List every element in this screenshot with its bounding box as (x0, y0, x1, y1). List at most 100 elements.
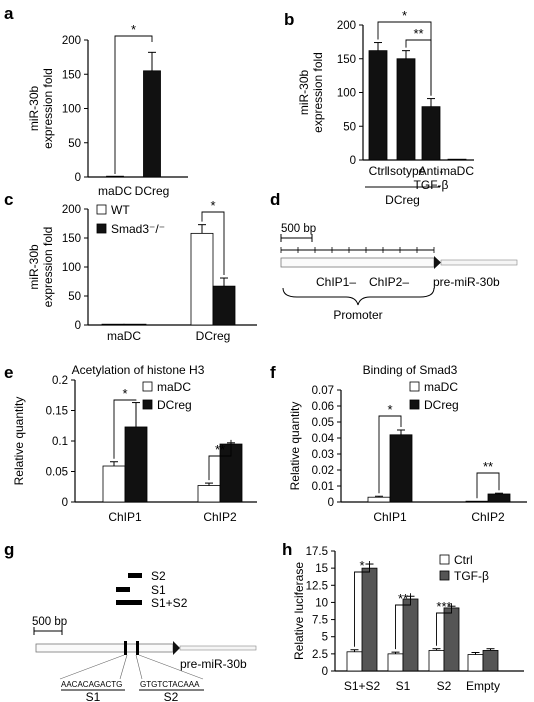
y-tick-label: 100 (337, 88, 356, 100)
bar-madc (106, 175, 124, 178)
zoom-line (119, 654, 128, 680)
panel-letter-c: c (4, 190, 13, 209)
panel-letter-e: e (4, 363, 13, 382)
significance-label: * (131, 22, 136, 37)
legend-label: maDC (157, 380, 191, 394)
bar-isotype (396, 58, 416, 161)
bar-ctrl (368, 50, 388, 161)
zoom-line (59, 654, 125, 680)
y-tick-label: 200 (62, 204, 81, 216)
y-tick-label: 0.2 (52, 375, 68, 387)
construct-diagram: S2 S1 S1+S2 500 bp pre-miR-30b AACACAGAC… (32, 569, 257, 702)
legend-swatch (96, 204, 107, 215)
y-tick-label: 0 (322, 666, 328, 678)
bar-s2-ctrl (428, 650, 445, 672)
bar-dcreg-wt (190, 232, 214, 326)
y-tick-label: 150 (337, 54, 356, 66)
chip2-region-label: ChIP2– (369, 275, 409, 289)
significance-bracket (208, 439, 232, 481)
ruler-ticks (280, 247, 435, 253)
y-tick-label: 0.01 (312, 481, 334, 493)
chart-e: 0 0.05 0.1 0.15 0.2 Relative quantity Acetylat… (12, 363, 257, 524)
significance-label: *** (436, 599, 451, 614)
y-axis-label: Relative quantity (288, 402, 302, 491)
bar-madc-wt (101, 323, 125, 326)
fragment-label-s1s2: S1+S2 (151, 596, 188, 610)
chart-title: Binding of Smad3 (363, 363, 458, 377)
x-tick-label: maDC (98, 184, 132, 198)
sequence-s2: GTGTCTACAAA (140, 680, 200, 689)
sequence-s1: AACACAGACTG (61, 680, 122, 689)
significance-label: * (359, 558, 364, 573)
promoter-brace (282, 287, 435, 306)
site-s1-marker (124, 641, 127, 655)
significance-label: ** (398, 591, 408, 606)
panel-letter-g: g (4, 540, 14, 559)
panel-letter-h: h (282, 540, 292, 559)
significance-bracket (114, 35, 153, 174)
x-tick-label: maDC (440, 164, 474, 178)
y-tick-label: 100 (62, 104, 81, 116)
legend-swatch (439, 554, 450, 565)
bar-s1-tgf (402, 598, 419, 672)
bar-s2-tgf (443, 607, 460, 672)
y-tick-label: 50 (343, 121, 356, 133)
significance-bracket (476, 472, 500, 499)
y-tick-label: 0.03 (312, 449, 334, 461)
y-axis-label: Relative luciferase (292, 562, 306, 660)
y-tick-label: 15 (315, 563, 328, 575)
y-tick-label: 50 (68, 291, 81, 303)
legend-label: TGF-β (454, 569, 489, 583)
y-tick-label: 0 (75, 172, 81, 184)
y-tick-label: 0.1 (52, 436, 68, 448)
chart-b: 0 50 100 150 200 miR-30bexpression fold Ctrl Is… (297, 8, 474, 207)
bar-chip2-dcreg (487, 493, 511, 503)
bar-chip1-madc (367, 496, 391, 503)
significance-label: ** (483, 459, 493, 474)
gene-bar (440, 259, 518, 266)
y-tick-label: 17.5 (306, 546, 328, 558)
bar-s1s2-ctrl (346, 651, 363, 672)
bar-chip1-dcreg (124, 426, 148, 503)
fragment-label-s1: S1 (151, 583, 166, 597)
significance-bracket (378, 415, 402, 494)
y-tick-label: 200 (337, 20, 356, 32)
gene-label: pre-miR-30b (180, 657, 247, 671)
y-axis-label: miR-30bexpression fold (27, 227, 55, 308)
significance-label: * (122, 386, 127, 401)
panel-letter-d: d (270, 190, 280, 209)
y-tick-label: 150 (62, 233, 81, 245)
bar-chip2-madc (197, 485, 221, 503)
gene-label: pre-miR-30b (433, 275, 500, 289)
bar-empty-tgf (482, 650, 499, 672)
promoter-bar (280, 257, 435, 268)
promoter-bar (35, 643, 174, 653)
legend-swatch (439, 570, 450, 581)
zoom-line (138, 654, 204, 680)
y-tick-label: 0.06 (312, 401, 334, 413)
y-tick-label: 0 (350, 155, 356, 167)
x-tick-label: ChIP1 (108, 510, 142, 524)
bar-dcreg (143, 70, 161, 178)
scale-label: 500 bp (281, 223, 316, 235)
bar-s1-ctrl (387, 653, 404, 672)
bar-s1s2-tgf (361, 567, 378, 672)
bar-dcreg-smad3 (212, 285, 236, 326)
chart-title: Acetylation of histone H3 (72, 363, 205, 377)
significance-label: * (402, 8, 407, 23)
y-tick-label: 0.05 (46, 467, 68, 479)
y-axis-label: Relative quantity (12, 397, 26, 486)
significance-bracket (395, 593, 411, 650)
significance-bracket (354, 561, 370, 647)
y-axis-label: miR-30bexpression fold (297, 52, 325, 133)
x-tick-label: maDC (107, 329, 141, 343)
x-tick-label: DCreg (135, 184, 170, 198)
x-tick-label: TGF-β (414, 178, 449, 192)
legend-label: WT (111, 203, 130, 217)
legend-label: maDC (424, 380, 458, 394)
fragment-s1s2 (116, 600, 142, 605)
zoom-line (135, 654, 143, 680)
gene-arrow-icon (173, 641, 180, 655)
x-tick-label: S1+S2 (344, 679, 381, 693)
